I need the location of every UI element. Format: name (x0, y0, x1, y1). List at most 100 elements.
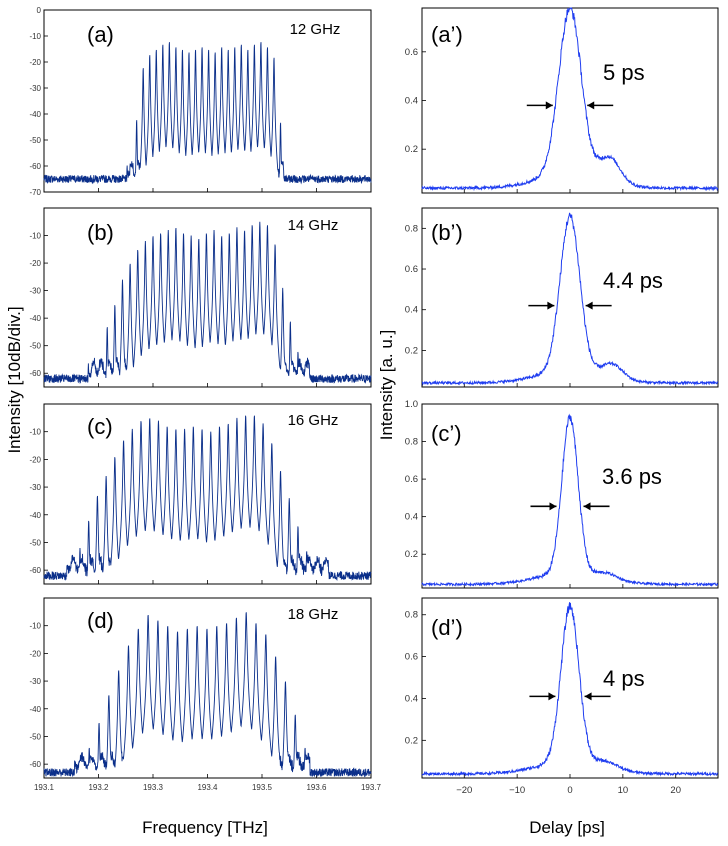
fwhm-arrow-left-head (548, 692, 556, 701)
spectrum-panel-3: -10 -20 -30 -40 -50 -60 (c) 16 GHz (29, 403, 372, 585)
panel-tag: (b) (87, 220, 114, 245)
y-tick-label: 0.2 (405, 549, 418, 560)
y-tick-label: -30 (29, 84, 41, 93)
x-tick-label: −20 (456, 785, 472, 796)
y-tick-label: -10 (29, 232, 41, 241)
panel-tag: (a’) (431, 22, 463, 47)
y-tick-label: -60 (29, 162, 41, 171)
y-tick-label: 0 (37, 6, 42, 15)
y-tick-label: 0.2 (405, 144, 418, 155)
fwhm-arrow-left-head (545, 101, 553, 110)
x-tick-label: 193.7 (361, 783, 382, 792)
spectrum-panel-1: 0 -10 -20 -30 -40 -50 -60 -70 (a) 12 GHz (29, 6, 372, 197)
y-tick-label: -10 (29, 32, 41, 41)
y-tick-label: -30 (29, 677, 41, 686)
right-x-axis-title: Delay [ps] (529, 818, 605, 837)
autocorrelation-trace (421, 602, 719, 777)
autocorrelation-trace (421, 413, 719, 588)
y-tick-label: -40 (29, 511, 41, 520)
autocorrelation-panel-frame (421, 403, 719, 589)
x-tick-label: 20 (670, 785, 681, 796)
y-tick-label: -10 (29, 428, 41, 437)
spectrum-trace (43, 221, 372, 384)
repetition-rate-label: 12 GHz (290, 21, 341, 38)
x-tick-label: 193.6 (306, 783, 327, 792)
autocorrelation-panel-frame (421, 7, 719, 194)
repetition-rate-label: 14 GHz (288, 217, 339, 234)
y-tick-label: 0.6 (405, 474, 418, 485)
x-tick-label: 193.2 (88, 783, 109, 792)
panel-tag: (c) (87, 414, 113, 439)
fwhm-arrow-left-head (549, 502, 557, 511)
left-x-axis-title: Frequency [THz] (142, 818, 268, 837)
y-tick-label: 0.8 (405, 437, 418, 448)
y-tick-label: 0.6 (405, 264, 418, 275)
x-tick-label: 193.3 (143, 783, 164, 792)
y-tick-label: 0.6 (405, 652, 418, 663)
y-tick-label: 0.4 (405, 96, 418, 107)
repetition-rate-label: 18 GHz (288, 606, 339, 623)
y-tick-label: -50 (29, 732, 41, 741)
y-tick-label: -40 (29, 705, 41, 714)
fwhm-arrow-right-head (585, 301, 593, 310)
y-tick-label: -10 (29, 622, 41, 631)
y-tick-label: 0.8 (405, 223, 418, 234)
panels-layer: 0 -10 -20 -30 -40 -50 -60 -70 (a) 12 GHz -10 -20 -30… (29, 6, 719, 796)
autocorrelation-panel-3: 0.2 0.4 0.6 0.8 1.0 (c’) 3.6 ps (405, 399, 719, 589)
y-tick-label: -40 (29, 110, 41, 119)
autocorrelation-panel-frame (421, 597, 719, 779)
panel-tag: (d) (87, 608, 114, 633)
y-tick-label: 0.4 (405, 693, 418, 704)
y-tick-label: -70 (29, 188, 41, 197)
y-tick-label: -20 (29, 649, 41, 658)
right-y-axis-title: Intensity [a. u.] (377, 330, 396, 441)
y-tick-label: 0.8 (405, 610, 418, 621)
autocorrelation-panel-4: 0.2 0.4 0.6 0.8 −20 −10 0 10 20 (d’) 4 ps (405, 597, 719, 796)
repetition-rate-label: 16 GHz (288, 412, 339, 429)
autocorrelation-trace (421, 212, 719, 386)
y-tick-label: -30 (29, 287, 41, 296)
x-tick-label: −10 (509, 785, 525, 796)
autocorrelation-trace (421, 7, 719, 192)
x-tick-label: 193.5 (252, 783, 273, 792)
y-tick-label: -20 (29, 455, 41, 464)
fwhm-arrow-right-head (584, 692, 592, 701)
pulse-width-label: 3.6 ps (602, 464, 662, 489)
pulse-width-label: 4.4 ps (603, 268, 663, 293)
autocorrelation-panel-2: 0.2 0.4 0.6 0.8 (b’) 4.4 ps (405, 207, 719, 388)
spectrum-panel-4: -10 -20 -30 -40 -50 -60 193.1 193.2 193.3 193.4 19… (29, 597, 382, 792)
y-tick-label: -50 (29, 136, 41, 145)
fwhm-arrow-right-head (587, 101, 595, 110)
y-tick-label: 0.2 (405, 345, 418, 356)
x-tick-label: 193.4 (197, 783, 218, 792)
y-tick-label: -60 (29, 760, 41, 769)
y-tick-label: -40 (29, 314, 41, 323)
y-tick-label: 0.6 (405, 47, 418, 58)
y-tick-label: -20 (29, 58, 41, 67)
x-tick-label: 10 (618, 785, 629, 796)
y-tick-label: -30 (29, 483, 41, 492)
x-tick-label: 193.1 (34, 783, 55, 792)
spectrum-trace (43, 42, 372, 185)
y-tick-label: 0.4 (405, 512, 418, 523)
y-tick-label: -60 (29, 566, 41, 575)
y-tick-label: -50 (29, 342, 41, 351)
fwhm-arrow-left-head (547, 301, 555, 310)
pulse-width-label: 5 ps (603, 60, 645, 85)
x-tick-label: 0 (567, 785, 572, 796)
y-tick-label: -20 (29, 259, 41, 268)
pulse-width-label: 4 ps (603, 666, 645, 691)
y-tick-label: -60 (29, 369, 41, 378)
spectrum-panel-2: -10 -20 -30 -40 -50 -60 (b) 14 GHz (29, 207, 372, 388)
y-tick-label: 0.4 (405, 305, 418, 316)
panel-tag: (c’) (431, 421, 462, 446)
y-tick-label: 0.2 (405, 735, 418, 746)
autocorrelation-panel-1: 0.2 0.4 0.6 (a’) 5 ps (405, 7, 719, 194)
panel-tag: (a) (87, 22, 114, 47)
y-tick-label: 1.0 (405, 399, 418, 410)
panel-tag: (d’) (431, 615, 463, 640)
autocorrelation-panel-frame (421, 207, 719, 388)
spectrum-trace (43, 612, 372, 778)
fwhm-arrow-right-head (583, 502, 591, 511)
